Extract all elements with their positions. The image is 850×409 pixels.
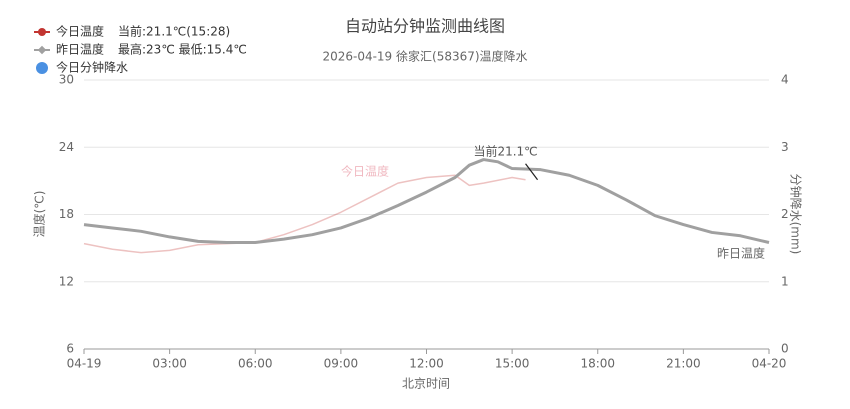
series-label: 今日温度: [341, 164, 389, 179]
x-tick-label: 06:00: [238, 357, 273, 371]
x-tick-label: 21:00: [666, 357, 701, 371]
x-tick-label: 15:00: [495, 357, 530, 371]
y2-tick-label: 2: [781, 207, 789, 221]
y-tick-label: 24: [59, 140, 74, 154]
y2-tick-label: 1: [781, 274, 789, 288]
chart-title: 自动站分钟监测曲线图: [345, 17, 505, 36]
y2-tick-label: 0: [781, 342, 789, 356]
y-tick-label: 12: [59, 274, 74, 288]
x-tick-label: 18:00: [580, 357, 615, 371]
series-label: 昨日温度: [717, 246, 765, 261]
x-tick-label: 03:00: [152, 357, 187, 371]
series-line: [83, 158, 770, 245]
y-tick-label: 18: [59, 207, 74, 221]
series-line: [83, 174, 526, 254]
current-pointer: [525, 163, 539, 181]
legend-marker: [38, 28, 46, 36]
x-axis-label: 北京时间: [402, 377, 450, 391]
legend-label: 今日温度: [56, 24, 104, 39]
y2-axis-label: 分钟降水(mm): [789, 174, 804, 255]
x-tick-label: 04-20: [752, 357, 787, 371]
y2-tick-label: 4: [781, 73, 789, 87]
legend-marker: [37, 45, 47, 55]
x-tick-label: 12:00: [409, 357, 444, 371]
legend-label: 今日分钟降水: [56, 60, 128, 75]
y-tick-label: 6: [66, 342, 74, 356]
legend-label: 昨日温度: [56, 42, 104, 57]
legend-note: 最高:23℃ 最低:15.4℃: [118, 42, 247, 57]
y-tick-label: 30: [59, 73, 74, 87]
chart-subtitle: 2026-04-19 徐家汇(58367)温度降水: [322, 49, 527, 64]
y-axis-label: 温度(℃): [32, 191, 47, 238]
legend-marker: [36, 62, 48, 74]
y2-tick-label: 3: [781, 140, 789, 154]
legend-note: 当前:21.1℃(15:28): [118, 24, 230, 39]
x-tick-label: 04-19: [67, 357, 102, 371]
annotation: 当前21.1℃: [473, 143, 537, 158]
x-tick-label: 09:00: [324, 357, 359, 371]
